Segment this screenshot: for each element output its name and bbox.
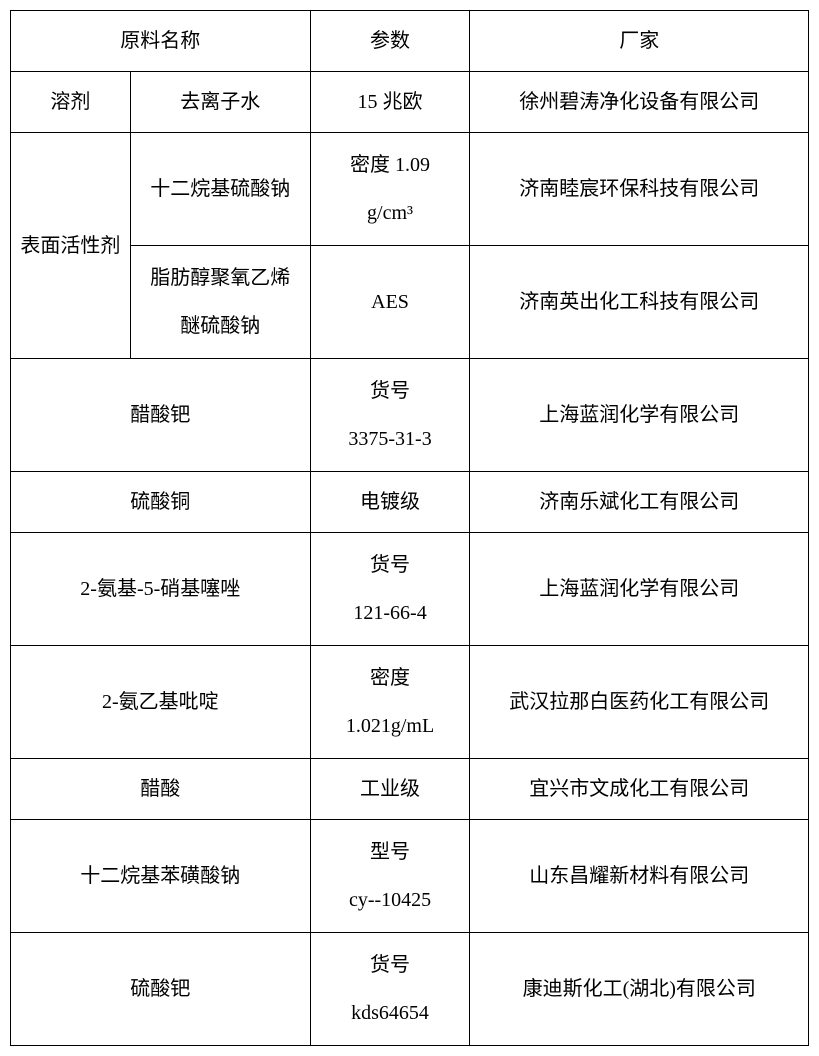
param-line1: 货号 bbox=[370, 380, 410, 402]
param-line2: 3375-31-3 bbox=[348, 428, 431, 450]
cell-vendor: 武汉拉那白医药化工有限公司 bbox=[470, 646, 809, 759]
cell-param: 电镀级 bbox=[310, 472, 470, 533]
header-parameter: 参数 bbox=[310, 11, 470, 72]
cell-name: 2-氨基-5-硝基噻唑 bbox=[11, 533, 311, 646]
header-material-name: 原料名称 bbox=[11, 11, 311, 72]
cell-param: 密度 1.09 g/cm³ bbox=[310, 133, 470, 246]
cell-param: 15 兆欧 bbox=[310, 72, 470, 133]
param-line2: kds64654 bbox=[351, 1002, 429, 1024]
cell-param: 货号 121-66-4 bbox=[310, 533, 470, 646]
param-line1: 密度 1.09 bbox=[350, 154, 430, 176]
table-row: 硫酸铜 电镀级 济南乐斌化工有限公司 bbox=[11, 472, 809, 533]
cell-param: 密度 1.021g/mL bbox=[310, 646, 470, 759]
cell-name: 醋酸钯 bbox=[11, 359, 311, 472]
cell-name: 脂肪醇聚氧乙烯 醚硫酸钠 bbox=[130, 246, 310, 359]
cell-vendor: 上海蓝润化学有限公司 bbox=[470, 533, 809, 646]
cell-name: 醋酸 bbox=[11, 759, 311, 820]
param-line1: 货号 bbox=[370, 954, 410, 976]
table-row: 醋酸 工业级 宜兴市文成化工有限公司 bbox=[11, 759, 809, 820]
table-row: 表面活性剂 十二烷基硫酸钠 密度 1.09 g/cm³ 济南睦宸环保科技有限公司 bbox=[11, 133, 809, 246]
cell-vendor: 济南英出化工科技有限公司 bbox=[470, 246, 809, 359]
cell-vendor: 上海蓝润化学有限公司 bbox=[470, 359, 809, 472]
materials-table-container: 原料名称 参数 厂家 溶剂 去离子水 15 兆欧 徐州碧涛净化设备有限公司 表面… bbox=[10, 10, 809, 1046]
cell-param: 型号 cy--10425 bbox=[310, 820, 470, 933]
param-line2: 121-66-4 bbox=[353, 602, 426, 624]
cell-category: 溶剂 bbox=[11, 72, 131, 133]
param-line2: 1.021g/mL bbox=[346, 715, 434, 737]
materials-table: 原料名称 参数 厂家 溶剂 去离子水 15 兆欧 徐州碧涛净化设备有限公司 表面… bbox=[10, 10, 809, 1046]
param-line2: g/cm³ bbox=[367, 202, 413, 224]
cell-name: 去离子水 bbox=[130, 72, 310, 133]
cell-vendor: 济南睦宸环保科技有限公司 bbox=[470, 133, 809, 246]
name-line1: 脂肪醇聚氧乙烯 bbox=[150, 267, 290, 289]
name-line2: 醚硫酸钠 bbox=[180, 315, 260, 337]
table-row: 溶剂 去离子水 15 兆欧 徐州碧涛净化设备有限公司 bbox=[11, 72, 809, 133]
table-row: 硫酸钯 货号 kds64654 康迪斯化工(湖北)有限公司 bbox=[11, 933, 809, 1046]
cell-param: 货号 3375-31-3 bbox=[310, 359, 470, 472]
table-row: 2-氨基-5-硝基噻唑 货号 121-66-4 上海蓝润化学有限公司 bbox=[11, 533, 809, 646]
cell-vendor: 山东昌耀新材料有限公司 bbox=[470, 820, 809, 933]
param-line1: 型号 bbox=[370, 841, 410, 863]
cell-param: 工业级 bbox=[310, 759, 470, 820]
cell-name: 2-氨乙基吡啶 bbox=[11, 646, 311, 759]
cell-name: 硫酸钯 bbox=[11, 933, 311, 1046]
table-row: 脂肪醇聚氧乙烯 醚硫酸钠 AES 济南英出化工科技有限公司 bbox=[11, 246, 809, 359]
param-line1: 货号 bbox=[370, 554, 410, 576]
param-line1: 密度 bbox=[370, 667, 410, 689]
table-row: 醋酸钯 货号 3375-31-3 上海蓝润化学有限公司 bbox=[11, 359, 809, 472]
cell-param: 货号 kds64654 bbox=[310, 933, 470, 1046]
cell-vendor: 济南乐斌化工有限公司 bbox=[470, 472, 809, 533]
cell-name: 十二烷基苯磺酸钠 bbox=[11, 820, 311, 933]
cell-param: AES bbox=[310, 246, 470, 359]
param-line2: cy--10425 bbox=[349, 889, 431, 911]
cell-vendor: 康迪斯化工(湖北)有限公司 bbox=[470, 933, 809, 1046]
cell-vendor: 徐州碧涛净化设备有限公司 bbox=[470, 72, 809, 133]
table-row: 十二烷基苯磺酸钠 型号 cy--10425 山东昌耀新材料有限公司 bbox=[11, 820, 809, 933]
header-vendor: 厂家 bbox=[470, 11, 809, 72]
cell-category: 表面活性剂 bbox=[11, 133, 131, 359]
cell-name: 硫酸铜 bbox=[11, 472, 311, 533]
cell-name: 十二烷基硫酸钠 bbox=[130, 133, 310, 246]
cell-vendor: 宜兴市文成化工有限公司 bbox=[470, 759, 809, 820]
table-header-row: 原料名称 参数 厂家 bbox=[11, 11, 809, 72]
table-row: 2-氨乙基吡啶 密度 1.021g/mL 武汉拉那白医药化工有限公司 bbox=[11, 646, 809, 759]
